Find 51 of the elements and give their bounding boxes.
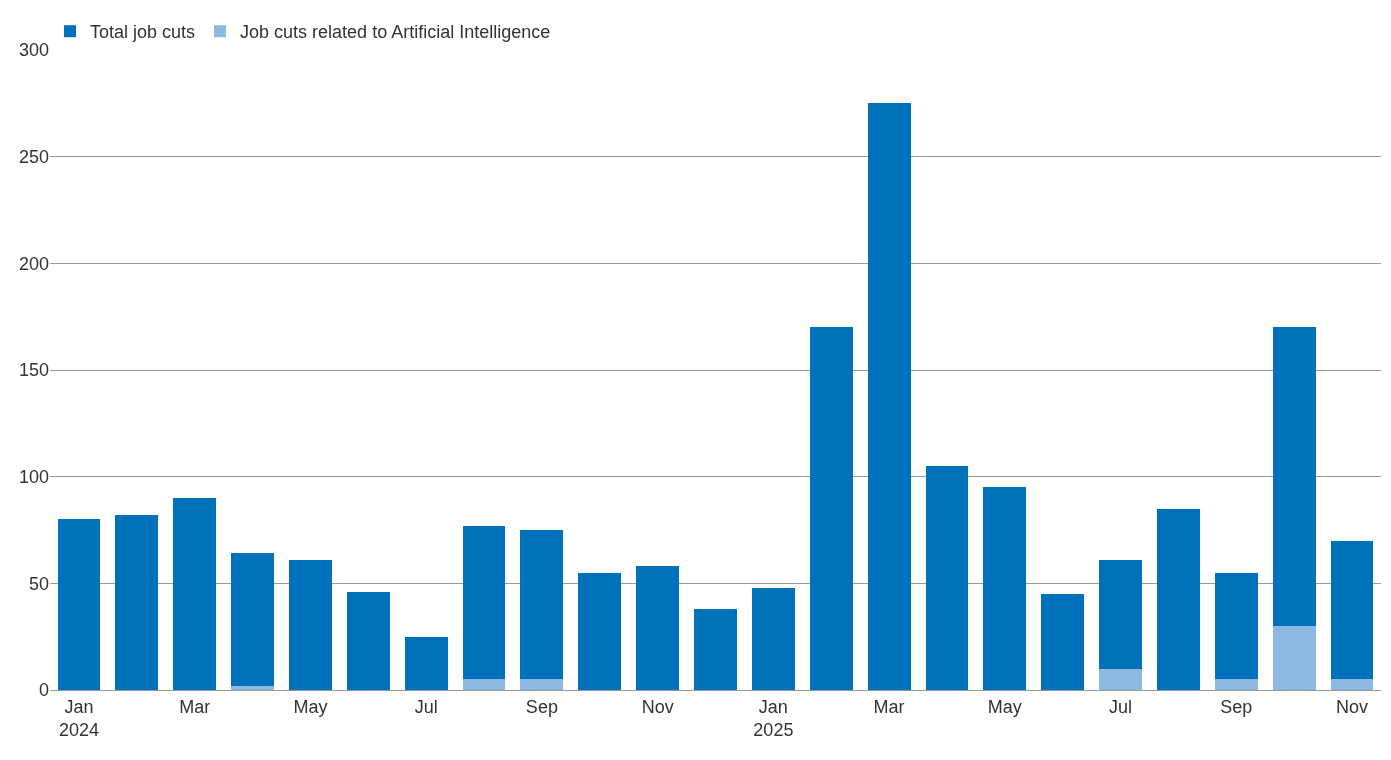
bar [57,519,101,690]
bar [636,566,680,690]
bar [520,530,564,680]
bar [694,608,737,690]
bar [867,103,911,690]
bar [983,487,1027,690]
bar [404,636,448,690]
bar [1330,679,1374,690]
legend-label: Total job cuts [90,22,196,43]
bar [578,572,622,690]
x-tick-label: Jan 2025 [753,696,794,740]
x-tick-label: Sep [1220,696,1253,717]
y-tick-label: 300 [18,40,49,61]
bar [751,587,795,690]
bar [346,591,390,690]
bar [1041,594,1085,690]
x-tick-label: Jul [414,696,438,717]
bar [1272,327,1316,626]
x-tick-label: May [293,696,328,717]
bar [231,553,274,686]
bar [1157,508,1200,690]
x-tick-label: May [987,696,1022,717]
x-tick-label: Jan 2024 [58,696,99,740]
bar [1214,572,1258,680]
y-tick-label: 150 [18,360,49,381]
x-tick-label: Mar [179,696,211,717]
bar [925,466,969,690]
y-tick-label: 50 [28,573,49,594]
bar [462,525,506,680]
bar [520,679,564,690]
bar [462,679,506,690]
y-tick-label: 200 [18,253,49,274]
x-tick-label: Nov [1336,696,1369,717]
bar [1214,679,1258,690]
bar [289,559,332,690]
x-tick-label: Mar [873,696,905,717]
y-tick-label: 0 [38,680,49,701]
bar [809,327,853,690]
x-tick-label: Nov [641,696,674,717]
x-tick-label: Jul [1109,696,1133,717]
bar [173,498,217,690]
bar [1099,559,1142,669]
bar [1099,668,1142,690]
y-tick-label: 100 [18,466,49,487]
bar [1272,626,1316,690]
bar [115,515,159,690]
bar [231,685,274,690]
bar [1330,540,1374,680]
legend-label: Job cuts related to Artificial Intelligence [240,22,551,43]
x-tick-label: Sep [525,696,558,717]
y-tick-label: 250 [18,146,49,167]
